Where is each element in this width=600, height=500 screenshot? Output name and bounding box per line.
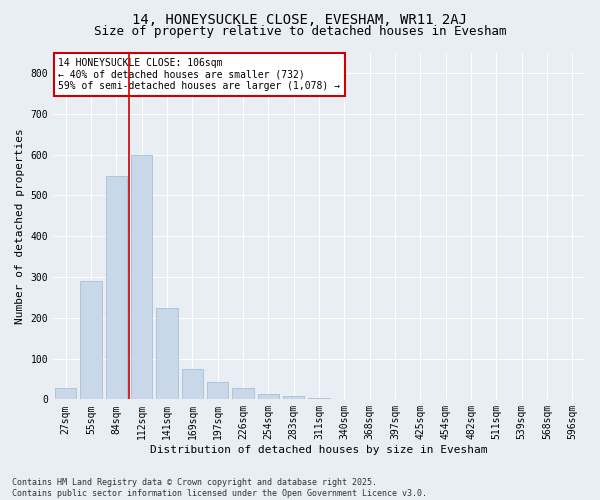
Bar [207, 382, 229, 400]
X-axis label: Distribution of detached houses by size in Evesham: Distribution of detached houses by size … [150, 445, 488, 455]
Bar [283, 396, 304, 400]
Bar [257, 394, 279, 400]
Bar [232, 388, 254, 400]
Text: 14, HONEYSUCKLE CLOSE, EVESHAM, WR11 2AJ: 14, HONEYSUCKLE CLOSE, EVESHAM, WR11 2AJ [133, 12, 467, 26]
Bar [106, 176, 127, 400]
Bar [55, 388, 76, 400]
Text: 14 HONEYSUCKLE CLOSE: 106sqm
← 40% of detached houses are smaller (732)
59% of s: 14 HONEYSUCKLE CLOSE: 106sqm ← 40% of de… [58, 58, 340, 91]
Text: Contains HM Land Registry data © Crown copyright and database right 2025.
Contai: Contains HM Land Registry data © Crown c… [12, 478, 427, 498]
Bar [131, 154, 152, 400]
Text: Size of property relative to detached houses in Evesham: Size of property relative to detached ho… [94, 25, 506, 38]
Bar [156, 308, 178, 400]
Bar [308, 398, 330, 400]
Y-axis label: Number of detached properties: Number of detached properties [15, 128, 25, 324]
Bar [182, 368, 203, 400]
Bar [80, 281, 102, 400]
